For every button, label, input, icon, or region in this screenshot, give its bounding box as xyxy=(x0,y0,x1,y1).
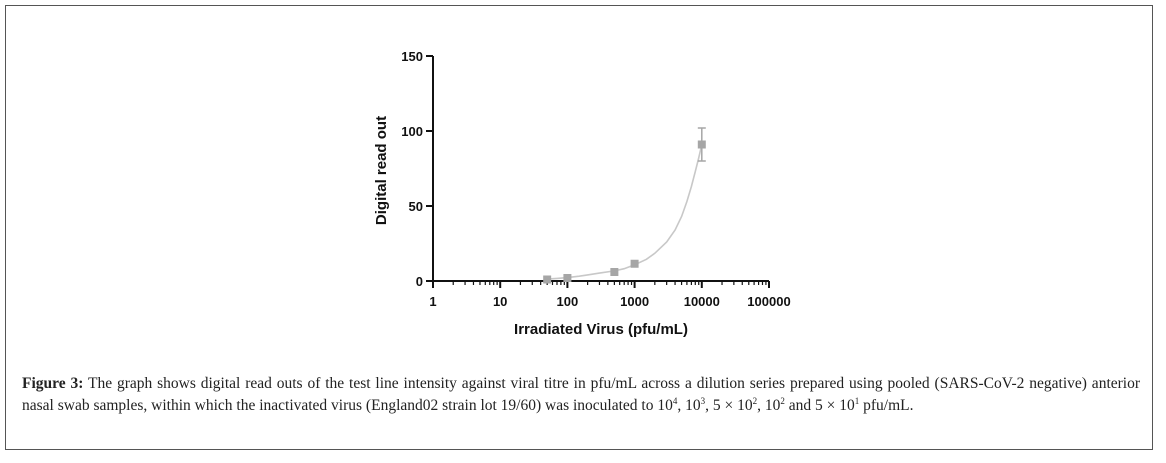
caption-label: Figure 3: xyxy=(22,375,84,392)
caption-line2: (SARS-CoV-2 negative) anterior nasal swa… xyxy=(22,375,1141,414)
chart-ticks: 0 50 100 150 1 10 100 1000 10000 100000 xyxy=(401,49,790,309)
data-point xyxy=(563,274,572,282)
caption-sup: 2 xyxy=(780,395,785,406)
caption-sup: 4 xyxy=(672,395,678,406)
figure-frame xyxy=(5,5,1153,450)
fit-curve-group xyxy=(547,144,703,280)
fit-curve xyxy=(547,144,703,280)
caption-text: pfu/mL. xyxy=(859,397,914,414)
y-tick-label: 50 xyxy=(409,199,423,214)
caption-sup: 1 xyxy=(854,395,860,406)
data-point xyxy=(610,268,619,276)
caption-text: and 5 × 10 xyxy=(784,397,855,414)
caption-sup: 2 xyxy=(752,395,758,406)
y-tick-label: 0 xyxy=(416,274,423,289)
x-tick-label: 1000 xyxy=(620,294,649,309)
x-tick-label: 10000 xyxy=(684,294,720,309)
chart: 0 50 100 150 1 10 100 1000 10000 100000 Irradiate… xyxy=(373,49,791,338)
y-tick-label: 100 xyxy=(401,124,423,139)
caption-sup: 3 xyxy=(700,395,706,406)
caption-text: , 5 × xyxy=(705,397,734,414)
x-tick-label: 10 xyxy=(493,294,507,309)
x-tick-label: 100 xyxy=(557,294,579,309)
caption-text: , 10 xyxy=(677,397,701,414)
data-point xyxy=(543,275,552,284)
x-tick-label: 100000 xyxy=(747,294,790,309)
caption-line1: The graph shows digital read outs of the… xyxy=(83,375,930,392)
x-tick-label: 1 xyxy=(429,294,436,309)
x-axis-label: Irradiated Virus (pfu/mL) xyxy=(514,321,688,338)
caption-text: , 10 xyxy=(757,397,781,414)
data-point xyxy=(630,259,639,268)
caption-text: 10 xyxy=(737,397,753,414)
chart-axes xyxy=(432,56,769,282)
data-points xyxy=(543,127,706,284)
data-point xyxy=(697,140,706,149)
y-axis-label: Digital read out xyxy=(373,116,390,225)
y-tick-label: 150 xyxy=(401,49,423,64)
figure-caption: Figure 3: The graph shows digital read o… xyxy=(22,373,1140,417)
